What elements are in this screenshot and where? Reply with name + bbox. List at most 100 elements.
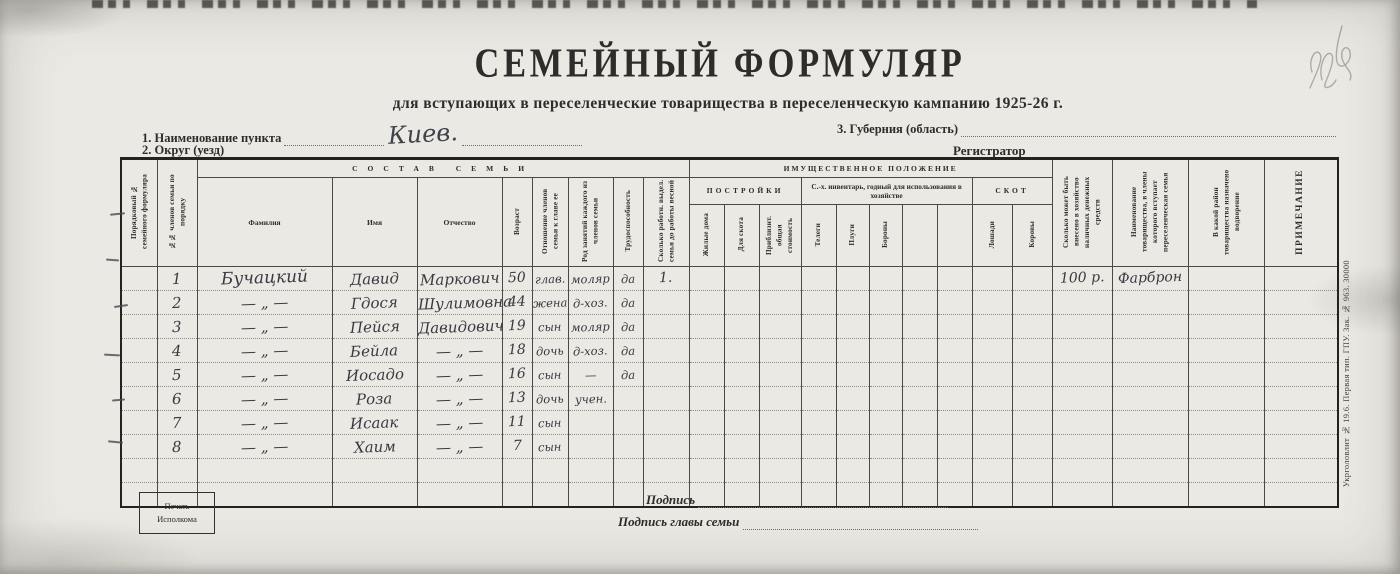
cell-note — [1263, 410, 1339, 436]
cell-empty — [758, 458, 802, 484]
cell-empty — [800, 266, 837, 292]
col-header-cash: Сколько может быть внесено в хозяйство н… — [1051, 157, 1113, 268]
cell-able: да — [612, 314, 644, 340]
table-row: 6 — „ — Роза — „ — 13 дочь учен. — [120, 386, 1339, 412]
cell-serial — [120, 434, 158, 460]
cell-relation: дочь — [531, 386, 569, 412]
cell-empty — [723, 458, 760, 484]
cell-empty — [901, 314, 938, 340]
stamp-label-line1: Печать — [164, 501, 190, 512]
cell-empty — [688, 458, 725, 484]
cell-workers — [642, 386, 690, 412]
cell-able — [612, 458, 644, 484]
cell-relation: жена — [531, 290, 569, 316]
cell-empty — [936, 410, 973, 436]
cell-able: да — [612, 362, 644, 388]
cell-name: Давид — [331, 266, 418, 292]
cell-empty — [901, 338, 938, 364]
cell-empty — [800, 386, 837, 412]
cell-empty — [835, 362, 870, 388]
cell-age: 13 — [501, 386, 533, 412]
cell-serial — [120, 338, 158, 364]
col-header-blank — [901, 203, 938, 268]
cell-empty — [936, 434, 973, 460]
form-subtitle: для вступающих в переселенческие товарищ… — [392, 95, 1064, 112]
cell-note — [1263, 458, 1339, 484]
cell-empty — [800, 362, 837, 388]
cell-empty — [688, 314, 725, 340]
cell-empty — [936, 482, 973, 508]
cell-able — [612, 434, 644, 460]
cell-empty — [800, 458, 837, 484]
cell-cash — [1051, 434, 1113, 460]
cell-empty — [1011, 410, 1053, 436]
cell-surname: — „ — — [196, 410, 333, 436]
pen-mark — [107, 440, 124, 444]
cell-occupation — [567, 434, 614, 460]
cell-empty — [868, 458, 903, 484]
cell-surname: — „ — — [196, 290, 333, 316]
signature-field: Подпись — [646, 492, 949, 508]
cell-society — [1111, 458, 1189, 484]
group-header-property: ИМУЩЕСТВЕННОЕ ПОЛОЖЕНИЕ — [688, 158, 1053, 178]
cell-able — [612, 482, 644, 508]
col-header-patronymic: Отчество — [416, 176, 503, 268]
cell-name: Исаак — [331, 410, 418, 436]
cell-age: 19 — [501, 314, 533, 340]
pen-mark — [103, 353, 121, 357]
cut-off-print-line — [92, 0, 1257, 8]
col-header-name: Имя — [331, 176, 418, 268]
cell-relation: сын — [531, 314, 569, 340]
cell-empty — [758, 314, 802, 340]
cell-serial — [120, 362, 158, 388]
cell-empty — [723, 434, 760, 460]
cell-age: 16 — [501, 362, 533, 388]
cell-patronymic: Шулимовна — [416, 290, 512, 316]
cell-member-no — [156, 458, 198, 484]
group-header-livestock: СКОТ — [971, 177, 1053, 205]
col-header-carts: Телеги — [800, 203, 837, 268]
cell-patronymic: — „ — — [416, 362, 503, 388]
pen-mark — [105, 258, 120, 262]
cell-age: 18 — [501, 338, 533, 364]
cell-surname: — „ — — [196, 362, 333, 388]
field-province: 3. Губерния (область) — [837, 122, 1337, 137]
cell-empty — [936, 386, 973, 412]
cell-relation: дочь — [531, 338, 569, 364]
cell-empty — [800, 338, 837, 364]
col-header-harrows: Бороны — [868, 203, 903, 268]
cell-empty — [936, 458, 973, 484]
cell-empty — [936, 266, 973, 292]
cell-empty — [723, 410, 760, 436]
cell-empty — [1011, 386, 1053, 412]
cell-member-no: 4 — [156, 338, 198, 364]
cell-society — [1111, 410, 1189, 436]
cell-empty — [936, 290, 973, 316]
cell-name — [331, 482, 418, 508]
cell-empty — [758, 386, 802, 412]
cell-empty — [723, 338, 760, 364]
cell-empty — [971, 338, 1013, 364]
col-header-horses: Лошади — [971, 203, 1013, 268]
cell-age: 7 — [501, 434, 533, 460]
cell-society — [1111, 362, 1189, 388]
cell-empty — [1011, 362, 1053, 388]
cell-empty — [1011, 290, 1053, 316]
cell-empty — [688, 410, 725, 436]
cell-patronymic: Маркович — [416, 266, 503, 292]
cell-empty — [1011, 434, 1053, 460]
cell-note — [1263, 338, 1339, 364]
cell-surname — [196, 458, 333, 484]
col-header-notes: ПРИМЕЧАНИЕ — [1263, 157, 1339, 268]
cell-name: Пейся — [331, 314, 418, 340]
cell-settlement — [1187, 266, 1265, 292]
cell-empty — [723, 482, 760, 508]
cell-empty — [868, 338, 903, 364]
col-header-relation: Отношение членов семьи к главе ее — [531, 176, 569, 268]
cell-society: Фарброн — [1111, 266, 1189, 292]
cell-empty — [901, 458, 938, 484]
field-point: 1. Наименование пункта Киев. — [142, 118, 583, 150]
col-header-society: Наименование товарищества, в члены котор… — [1111, 157, 1189, 268]
dotted-leader — [462, 133, 583, 146]
cell-empty — [835, 434, 870, 460]
